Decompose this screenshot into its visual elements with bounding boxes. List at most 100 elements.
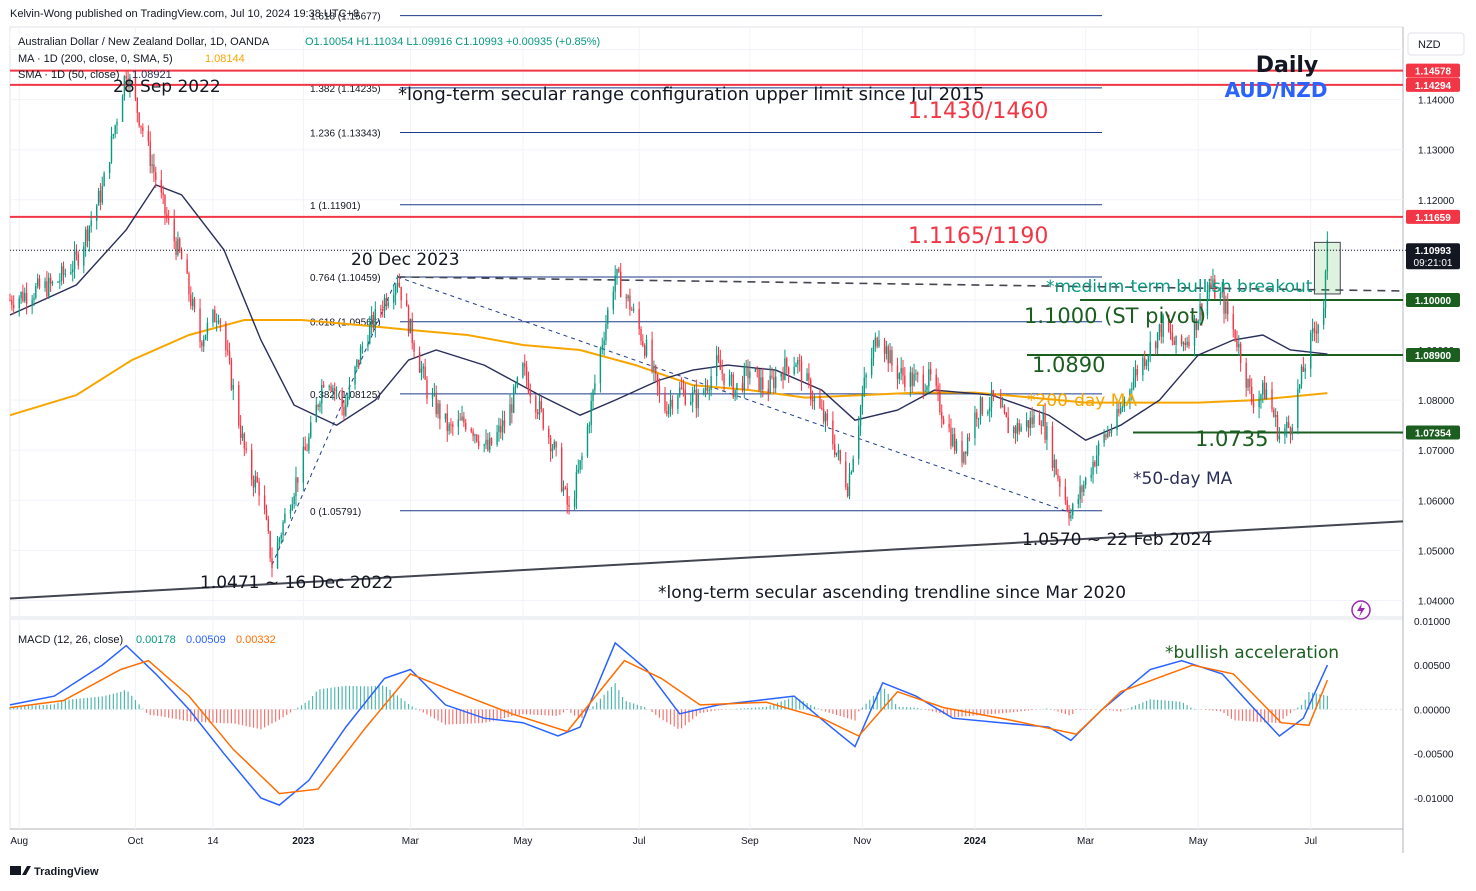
time-tick-8: Nov bbox=[854, 836, 872, 847]
candle-body bbox=[717, 355, 720, 361]
candle-body bbox=[1300, 366, 1303, 385]
candle-body bbox=[121, 96, 124, 122]
candle-body bbox=[304, 446, 306, 451]
candle-body bbox=[632, 308, 635, 311]
candle-body bbox=[64, 273, 67, 275]
candle-body bbox=[232, 385, 234, 390]
candle-body bbox=[103, 173, 105, 187]
macd-tick-1: 0.00500 bbox=[1414, 661, 1451, 672]
candle-body bbox=[736, 383, 738, 390]
candle-body bbox=[953, 434, 956, 451]
candle-body bbox=[566, 487, 568, 505]
candle-body bbox=[1134, 368, 1137, 378]
candle-body bbox=[258, 482, 260, 496]
candle-body bbox=[217, 320, 220, 322]
level-1-0735-label: 1.0735 bbox=[1195, 427, 1268, 451]
candle-body bbox=[83, 246, 85, 266]
candle-body bbox=[723, 373, 725, 385]
candle-body bbox=[206, 322, 209, 335]
candle-body bbox=[190, 294, 192, 306]
candle-body bbox=[90, 220, 92, 227]
candle-body bbox=[728, 376, 731, 385]
candle-body bbox=[381, 309, 384, 312]
candle-body bbox=[256, 476, 258, 483]
candle-body bbox=[383, 297, 386, 312]
candle-body bbox=[160, 180, 162, 193]
candle-body bbox=[708, 389, 710, 391]
candle-body bbox=[1044, 413, 1046, 440]
candle-body bbox=[437, 403, 439, 415]
time-tick-2: 14 bbox=[207, 836, 219, 847]
candle-body bbox=[1020, 426, 1022, 432]
candle-body bbox=[409, 318, 412, 334]
candle-body bbox=[310, 422, 312, 438]
candle-body bbox=[411, 318, 413, 343]
tradingview-logo[interactable]: TradingView bbox=[10, 866, 99, 878]
candle-body bbox=[465, 422, 467, 430]
candle-body bbox=[177, 238, 179, 255]
candle-body bbox=[989, 407, 991, 412]
candle-body bbox=[629, 295, 631, 310]
candle-body bbox=[690, 401, 692, 405]
candle-body bbox=[1123, 399, 1126, 407]
candle-body bbox=[348, 384, 351, 398]
candle-body bbox=[950, 427, 952, 446]
candle-body bbox=[1304, 368, 1306, 372]
candle-body bbox=[1245, 362, 1247, 388]
fib-label-0: 1.618 (1.15677) bbox=[310, 12, 381, 23]
publisher-text: Kelvin-Wong published on TradingView.com… bbox=[10, 8, 359, 20]
candle-body bbox=[114, 125, 116, 135]
candle-body bbox=[346, 397, 349, 405]
candle-body bbox=[1324, 271, 1327, 308]
candle-body bbox=[1090, 474, 1092, 478]
candle-body bbox=[1221, 291, 1223, 294]
time-tick-0: Aug bbox=[10, 836, 28, 847]
ma200-value: 1.08144 bbox=[205, 53, 245, 65]
macd-value-2: 0.00509 bbox=[186, 634, 226, 646]
candle-body bbox=[786, 358, 788, 368]
candle-body bbox=[1046, 426, 1048, 440]
candle-body bbox=[835, 452, 838, 455]
sma50-note: *50-day MA bbox=[1133, 469, 1233, 489]
candle-body bbox=[963, 451, 965, 463]
candle-body bbox=[1018, 423, 1020, 432]
candle-body bbox=[1227, 301, 1229, 315]
candle-body bbox=[889, 350, 891, 364]
sma50-legend[interactable]: SMA · 1D (50, close) bbox=[18, 69, 119, 81]
price-badge-text-5: 1.08900 bbox=[1415, 351, 1452, 362]
symbol-label[interactable]: Australian Dollar / New Zealand Dollar, … bbox=[18, 36, 270, 48]
price-tick-11: 1.04000 bbox=[1418, 596, 1455, 607]
candle-body bbox=[966, 437, 969, 454]
candle-body bbox=[891, 350, 893, 366]
candle-body bbox=[1291, 427, 1293, 435]
candle-body bbox=[655, 365, 657, 375]
candle-body bbox=[1014, 427, 1017, 434]
candle-body bbox=[446, 413, 448, 432]
candle-body bbox=[645, 339, 648, 356]
candle-body bbox=[212, 309, 214, 323]
candle-body bbox=[1092, 461, 1094, 475]
currency-box[interactable] bbox=[1407, 32, 1465, 56]
lightning-icon[interactable] bbox=[1351, 600, 1371, 620]
macd-legend[interactable]: MACD (12, 26, close) bbox=[18, 634, 123, 646]
candle-body bbox=[952, 434, 954, 446]
candle-body bbox=[787, 367, 790, 374]
candle-body bbox=[439, 403, 441, 420]
ma200-line bbox=[9, 319, 1328, 417]
candle-body bbox=[511, 404, 513, 413]
candle-body bbox=[142, 127, 144, 132]
candle-body bbox=[1287, 421, 1290, 428]
candle-body bbox=[282, 522, 284, 536]
candle-body bbox=[1206, 290, 1209, 316]
candle-body bbox=[542, 409, 544, 429]
candle-body bbox=[798, 360, 801, 362]
candle-body bbox=[167, 218, 170, 220]
ma200-legend[interactable]: MA · 1D (200, close, 0, SMA, 5) bbox=[18, 53, 173, 65]
macd-value-1: 0.00178 bbox=[136, 634, 176, 646]
candle-body bbox=[937, 385, 939, 391]
price-tick-8: 1.07000 bbox=[1418, 446, 1455, 457]
price-badge-4 bbox=[1406, 292, 1460, 307]
candle-body bbox=[496, 432, 498, 445]
candle-body bbox=[227, 350, 229, 352]
candle-body bbox=[86, 229, 89, 241]
